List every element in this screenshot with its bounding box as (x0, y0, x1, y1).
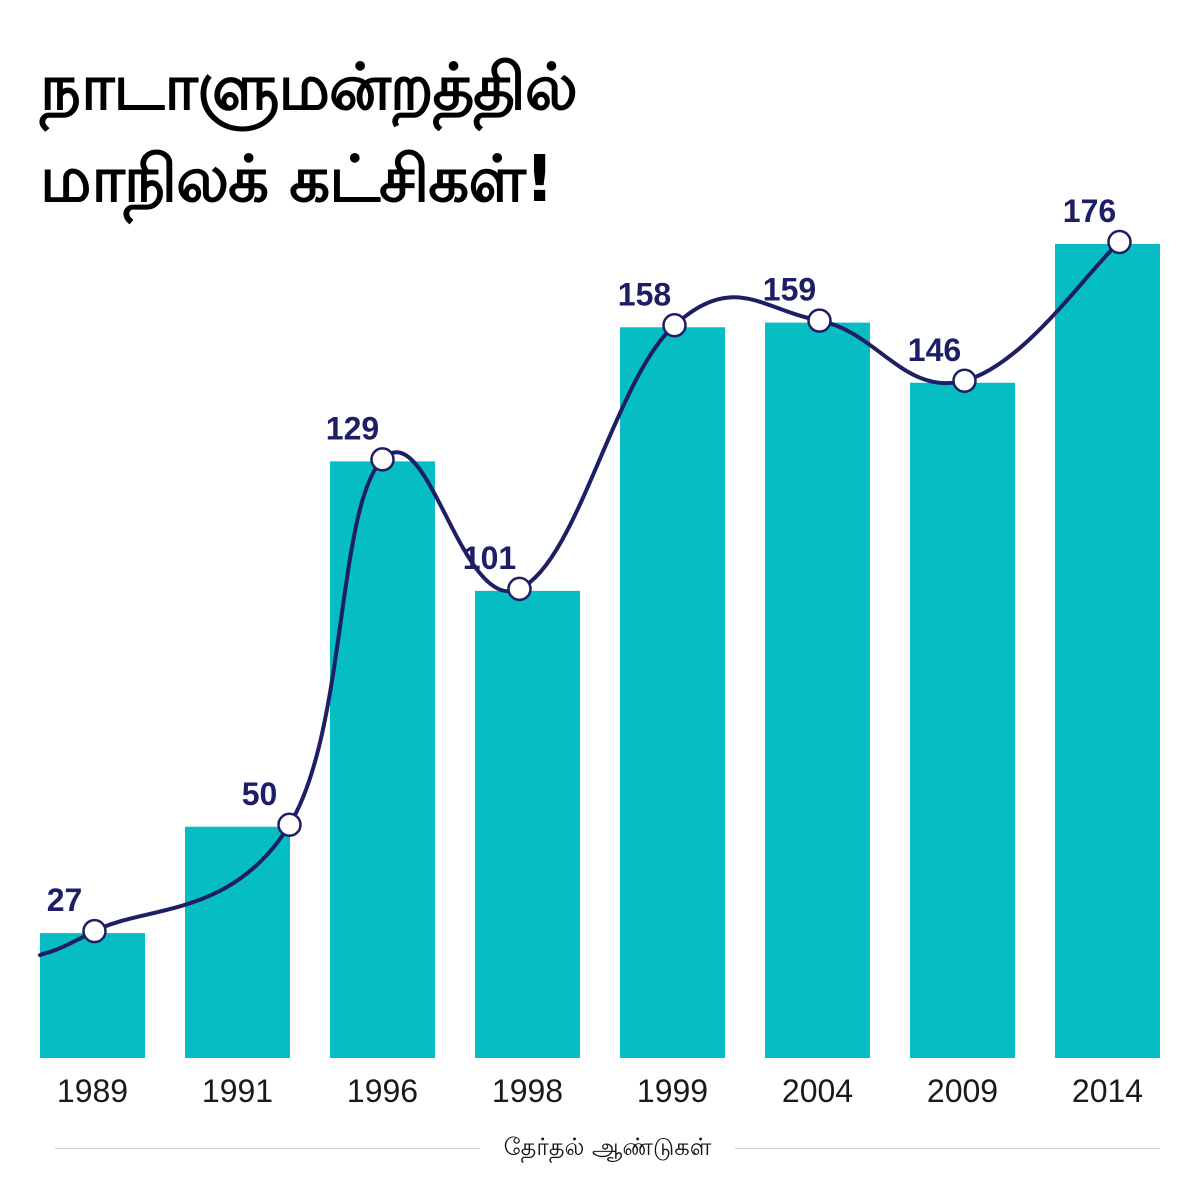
title-line-2: மாநிலக் கட்சிகள்! (40, 143, 554, 217)
x-axis-rule-right (735, 1147, 1160, 1149)
bar-1999 (620, 327, 725, 1058)
point-marker-1991 (277, 812, 302, 837)
x-tick-label: 1991 (202, 1073, 273, 1109)
data-label: 159 (763, 272, 816, 308)
x-axis-rule-left (55, 1147, 480, 1149)
x-tick-label: 1996 (347, 1073, 418, 1109)
x-tick-label: 1998 (492, 1073, 563, 1109)
bar-2014 (1055, 244, 1160, 1058)
point-marker-1998 (507, 576, 532, 602)
bar-1998 (475, 590, 580, 1058)
x-tick-label: 2009 (927, 1073, 998, 1109)
point-marker-1989 (82, 918, 107, 944)
x-tick-label: 1999 (637, 1073, 708, 1109)
point-marker-2009 (952, 368, 977, 393)
point-marker-2004 (807, 308, 832, 333)
bar-1996 (330, 461, 435, 1058)
data-label: 27 (47, 882, 83, 918)
data-label: 146 (908, 332, 961, 368)
bars-group (40, 244, 1160, 1058)
x-axis-title-row: தேர்தல் ஆண்டுகள் (55, 1128, 1160, 1168)
bar-2009 (910, 382, 1015, 1058)
markers-group (82, 229, 1132, 944)
x-tick-label: 1989 (57, 1073, 128, 1109)
x-axis-title: தேர்தல் ஆண்டுகள் (503, 1132, 712, 1161)
x-tick-labels-group: 1989 1991 1996 1998 1999 2004 2009 2014 (57, 1073, 1143, 1109)
x-tick-label: 2004 (782, 1073, 853, 1109)
point-marker-1996 (370, 447, 395, 472)
bar-2004 (765, 322, 870, 1058)
bar-1989 (40, 933, 145, 1058)
title-line-1: நாடாளுமன்றத்தில் (40, 51, 578, 125)
data-label: 176 (1063, 193, 1116, 229)
x-tick-label: 2014 (1072, 1073, 1143, 1109)
data-label: 158 (618, 276, 671, 312)
data-label: 101 (463, 540, 516, 576)
data-labels-group: 27 50 129 101 158 159 146 176 (47, 193, 1116, 918)
point-marker-2014 (1107, 229, 1132, 255)
point-marker-1999 (662, 313, 687, 338)
data-label: 50 (242, 776, 278, 812)
chart-title: நாடாளுமன்றத்தில் மாநிலக் கட்சிகள்! (40, 42, 578, 226)
data-label: 129 (326, 410, 379, 446)
bar-1991 (185, 826, 290, 1058)
